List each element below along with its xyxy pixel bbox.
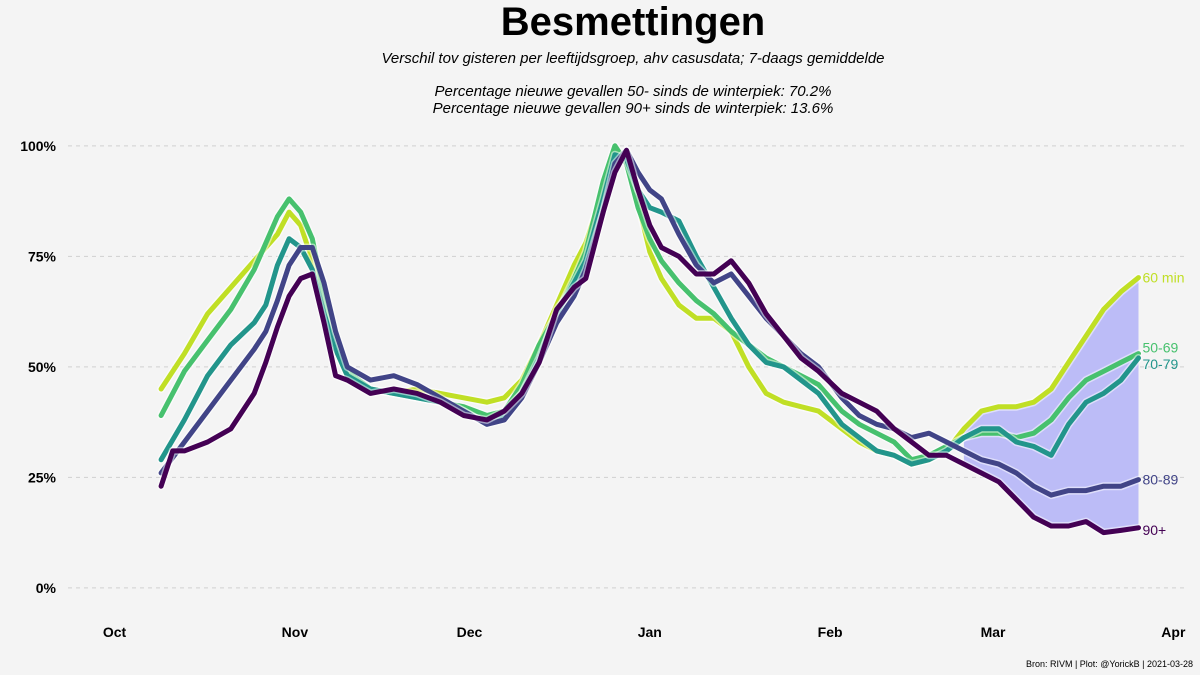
series-label-70-79: 70-79 xyxy=(1142,356,1178,372)
x-axis: Oct Nov Dec Jan Feb Mar Apr xyxy=(103,624,1186,640)
annotation-2: Percentage nieuwe gevallen 90+ sinds de … xyxy=(433,100,834,117)
x-tick-label: Jan xyxy=(638,624,662,640)
series-label-60-min: 60 min xyxy=(1142,270,1184,286)
caption: Bron: RIVM | Plot: @YorickB | 2021-03-28 xyxy=(1026,659,1193,669)
x-tick-label: Dec xyxy=(457,624,483,640)
series-line-90 xyxy=(158,147,1141,536)
y-tick-label: 50% xyxy=(28,359,57,375)
chart-title: Besmettingen xyxy=(501,0,766,44)
y-tick-label: 100% xyxy=(20,138,56,154)
series-label-80-89: 80-89 xyxy=(1142,472,1178,488)
x-tick-label: Mar xyxy=(981,624,1006,640)
x-tick-label: Nov xyxy=(282,624,309,640)
y-tick-label: 0% xyxy=(36,580,57,596)
series-label-90: 90+ xyxy=(1142,522,1166,538)
series-label-50-69: 50-69 xyxy=(1142,340,1178,356)
x-tick-label: Feb xyxy=(818,624,843,640)
y-tick-label: 75% xyxy=(28,248,57,264)
x-tick-label: Apr xyxy=(1161,624,1186,640)
y-axis: 0% 25% 50% 75% 100% xyxy=(20,138,56,596)
x-tick-label: Oct xyxy=(103,624,127,640)
grid-lines xyxy=(68,145,1185,589)
y-tick-label: 25% xyxy=(28,469,57,485)
series-line-80-89 xyxy=(158,147,1141,498)
chart-subtitle: Verschil tov gisteren per leeftijdsgroep… xyxy=(381,50,884,67)
annotation-1: Percentage nieuwe gevallen 50- sinds de … xyxy=(435,83,832,100)
series-lines xyxy=(157,141,1143,537)
